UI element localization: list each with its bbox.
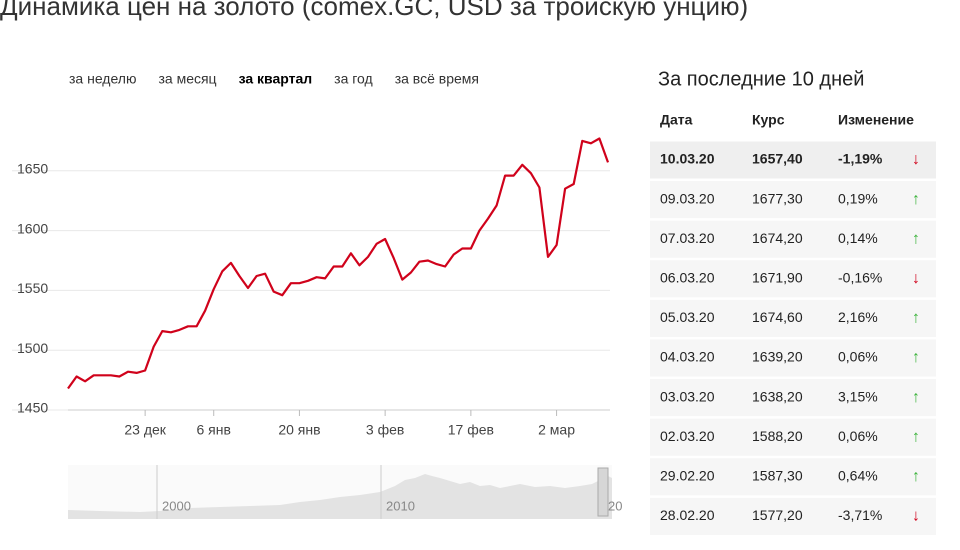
change-arrow: ↑	[912, 468, 920, 485]
period-tab[interactable]: за год	[334, 71, 373, 87]
table-cell: 1677,30	[752, 190, 803, 206]
change-arrow: ↓	[912, 508, 920, 525]
period-tab[interactable]: за квартал	[239, 71, 313, 87]
table-row-bg	[650, 299, 936, 337]
table-cell: 0,06%	[838, 349, 878, 365]
table-cell: 1671,90	[752, 270, 803, 286]
period-tabs: за неделю за месяц за квартал за год за всё …	[69, 71, 479, 87]
table-cell: 1657,40	[752, 151, 803, 167]
table-row-bg	[650, 181, 936, 219]
x-tick-label: 17 фев	[448, 422, 494, 438]
price-line	[67, 137, 610, 390]
table-cell: 1588,20	[752, 428, 803, 444]
table-cell: 09.03.20	[660, 190, 715, 206]
table-cell: 03.03.20	[660, 388, 715, 404]
table-cell: 29.02.20	[660, 468, 715, 484]
table-cell: 1587,30	[752, 468, 803, 484]
table-cell: 07.03.20	[660, 230, 715, 246]
change-arrow: ↓	[912, 151, 920, 168]
change-arrow: ↑	[912, 310, 920, 327]
table-cell: 1674,20	[752, 230, 803, 246]
table-row-bg	[650, 339, 936, 377]
table-cell: 0,14%	[838, 230, 878, 246]
table-header: Курс	[752, 112, 785, 128]
table-cell: 0,06%	[838, 428, 878, 444]
navigator-label: 20	[608, 498, 622, 513]
table-cell: 10.03.20	[660, 151, 715, 167]
table-row-bg	[650, 220, 936, 258]
table-header: Дата	[660, 112, 693, 128]
table-row-bg	[650, 458, 936, 496]
table-cell: 28.02.20	[660, 507, 715, 523]
table-row-bg	[650, 141, 936, 179]
table-cell: -1,19%	[838, 151, 883, 167]
table-row-bg	[650, 260, 936, 298]
period-tab[interactable]: за неделю	[69, 71, 136, 87]
table-cell: 1577,20	[752, 507, 803, 523]
change-arrow: ↑	[912, 428, 920, 445]
table-cell: 3,15%	[838, 388, 878, 404]
x-tick-label: 3 фев	[366, 422, 404, 438]
table-header: Изменение	[838, 112, 914, 128]
change-arrow: ↑	[912, 191, 920, 208]
x-tick-label: 6 янв	[196, 422, 230, 438]
table-cell: 04.03.20	[660, 349, 715, 365]
table-cell: 05.03.20	[660, 309, 715, 325]
table-cell: 02.03.20	[660, 428, 715, 444]
table-cell: -3,71%	[838, 507, 882, 523]
table-cell: 2,16%	[838, 309, 878, 325]
navigator: 2000 2010 20	[68, 465, 622, 519]
x-tick-label: 2 мар	[538, 422, 575, 438]
y-tick-label: 1500	[17, 340, 48, 356]
y-tick-label: 1650	[17, 161, 48, 177]
table-cell: -0,16%	[838, 270, 882, 286]
x-tick-label: 23 дек	[124, 422, 166, 438]
navigator-area	[68, 474, 612, 519]
table-cell: 0,19%	[838, 190, 878, 206]
change-arrow: ↑	[912, 349, 920, 366]
y-tick-label: 1600	[17, 220, 48, 236]
table-cell: 0,64%	[838, 468, 878, 484]
page-title: Динамика цен на золото (comex.GC, USD за…	[0, 0, 748, 21]
change-arrow: ↓	[912, 270, 920, 287]
table-row-bg	[650, 418, 936, 456]
change-arrow: ↑	[912, 389, 920, 406]
table-cell: 1638,20	[752, 388, 803, 404]
navigator-label: 2010	[386, 498, 415, 513]
chart: 1450 1500 1550 1600 1650 23 дек 6 янв 20 янв 3 ф…	[12, 137, 610, 438]
table-row-bg	[650, 379, 936, 417]
table-cell: 1674,60	[752, 309, 803, 325]
table-cell: 06.03.20	[660, 270, 715, 286]
period-tab[interactable]: за месяц	[158, 71, 216, 87]
change-arrow: ↑	[912, 230, 920, 247]
table-cell: 1639,20	[752, 349, 803, 365]
x-tick-label: 20 янв	[278, 422, 320, 438]
history-table: За последние 10 дней Дата Курс Изменение 10…	[650, 68, 936, 535]
table-title: За последние 10 дней	[658, 68, 864, 90]
y-tick-label: 1550	[17, 280, 48, 296]
period-tab[interactable]: за всё время	[395, 71, 479, 87]
navigator-label: 2000	[162, 498, 191, 513]
table-row-bg	[650, 497, 936, 535]
y-tick-label: 1450	[17, 400, 48, 416]
navigator-handle[interactable]	[597, 467, 609, 517]
